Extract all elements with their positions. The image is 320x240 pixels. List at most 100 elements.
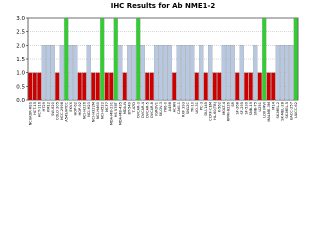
bar: [190, 45, 195, 101]
x-tick-label: OVCAR-3: [136, 102, 140, 118]
x-tick-label: SN12C: [186, 102, 190, 115]
x-tick-label: NCI-H460: [96, 101, 100, 119]
x-tick-label: SNB-75: [253, 102, 257, 115]
x-tick-label: MDA-MB-435: [118, 102, 122, 125]
x-tick-label: U251: [258, 102, 262, 112]
bar: [262, 17, 267, 101]
bar: [77, 72, 82, 101]
x-tick-label: HOP-92: [78, 102, 82, 116]
x-tick-label: MOLT-4: [222, 101, 226, 115]
bar: [82, 72, 87, 101]
x-tick-label: MDA-N: [123, 102, 127, 114]
x-tick-label: PC-3: [199, 102, 203, 110]
bar: [32, 72, 37, 101]
x-tick-label: RXF 393: [181, 102, 185, 117]
bar: [154, 45, 159, 101]
bar: [239, 45, 244, 101]
x-tick-label: UACC-62: [294, 102, 298, 118]
bar: [289, 45, 294, 101]
x-tick-label: HS 578T: [114, 101, 118, 117]
x-tick-label: CAKI-1: [177, 102, 181, 114]
x-tick-label: NCI-H226: [82, 101, 86, 119]
bar: [185, 45, 190, 101]
x-tick-label: SK-MEL-5: [285, 102, 289, 118]
bar: [181, 45, 186, 101]
x-tick-label: NCI-H322M: [91, 102, 95, 122]
bar: [293, 17, 298, 101]
x-tick-label: SF-539: [244, 101, 248, 114]
bar: [194, 72, 199, 101]
x-tick-label: LOX IMVI: [262, 102, 266, 118]
bar: [59, 45, 64, 101]
x-tick-label: UACC-257: [289, 102, 293, 120]
x-tick-label: ACHN: [172, 102, 176, 113]
bar: [199, 45, 204, 101]
x-tick-label: CCRF-CEM: [208, 102, 212, 121]
x-tick-label: A549/ATCC: [64, 102, 68, 122]
x-tick-label: UO-31: [195, 102, 199, 113]
bar: [136, 17, 141, 101]
bar: [68, 45, 73, 101]
x-tick-label: T-47D: [132, 102, 136, 114]
x-tick-label: SK-MEL-2: [276, 102, 280, 118]
bar: [127, 45, 132, 101]
bar: [275, 45, 280, 101]
x-tick-label: SK-MEL-28: [280, 101, 284, 120]
x-tick-label: K-562: [217, 102, 221, 112]
x-tick-label: TK-10: [190, 101, 194, 113]
bar: [131, 45, 136, 101]
x-tick-label: M14: [271, 101, 275, 109]
x-tick-label: MDA-MB-231: [109, 102, 113, 125]
x-tick-label: 786-0: [163, 101, 167, 112]
x-tick-label: NCI-H23: [87, 102, 91, 117]
x-tick-label: MCF7: [105, 102, 109, 112]
bar: [104, 72, 109, 101]
bar: [28, 72, 33, 101]
y-tick-label: 1.5: [16, 57, 25, 63]
bar: [271, 72, 276, 101]
x-tick-label: NCI/ADR-RES: [28, 101, 32, 125]
bar: [226, 45, 231, 101]
x-tick-label: HCT-116: [37, 101, 41, 117]
bar: [95, 72, 100, 101]
bar: [284, 45, 289, 101]
bar: [64, 17, 69, 101]
x-tick-label: BT-549: [127, 101, 131, 114]
bar: [113, 17, 118, 101]
x-tick-label: SNB-19: [249, 101, 253, 115]
x-tick-label: KM12: [46, 102, 50, 112]
bar: [46, 45, 51, 101]
x-tick-label: OVCAR-4: [141, 101, 145, 118]
x-tick-label: HCC-2998: [60, 101, 64, 120]
bar: [248, 72, 253, 101]
bar: [235, 72, 240, 101]
x-tick-label: HCT-15: [33, 102, 37, 115]
bar: [37, 72, 42, 101]
bar: [280, 45, 285, 101]
x-tick-label: SF-295: [240, 102, 244, 115]
bar: [163, 45, 168, 101]
bar: [167, 45, 172, 101]
bar: [109, 72, 114, 101]
bar: [221, 45, 226, 101]
x-tick-label: SF-268: [235, 101, 239, 114]
x-tick-label: MALME-3M: [267, 102, 271, 122]
bar: [172, 72, 177, 101]
x-tick-label: COLO 205: [55, 102, 59, 120]
x-tick-label: SR: [231, 102, 235, 107]
bar: [100, 17, 105, 101]
y-tick-label: 0.5: [16, 84, 25, 90]
chart: IHC Results for Ab NME1-2 0.0 0.5 1.0 1.5 2.…: [16, 2, 299, 125]
bar: [203, 72, 208, 101]
bar: [253, 45, 258, 101]
bar: [91, 72, 96, 101]
y-tick-label: 1.0: [16, 71, 25, 77]
x-tick-label: HT29: [42, 101, 46, 111]
bar: [212, 72, 217, 101]
x-tick-label: SK-OV-3: [159, 102, 163, 116]
x-tick-label: OVCAR-8: [150, 101, 154, 118]
bar: [149, 72, 154, 101]
bar: [217, 72, 222, 101]
bar: [176, 45, 181, 101]
x-tick-label: HL-60(TB): [213, 101, 217, 120]
